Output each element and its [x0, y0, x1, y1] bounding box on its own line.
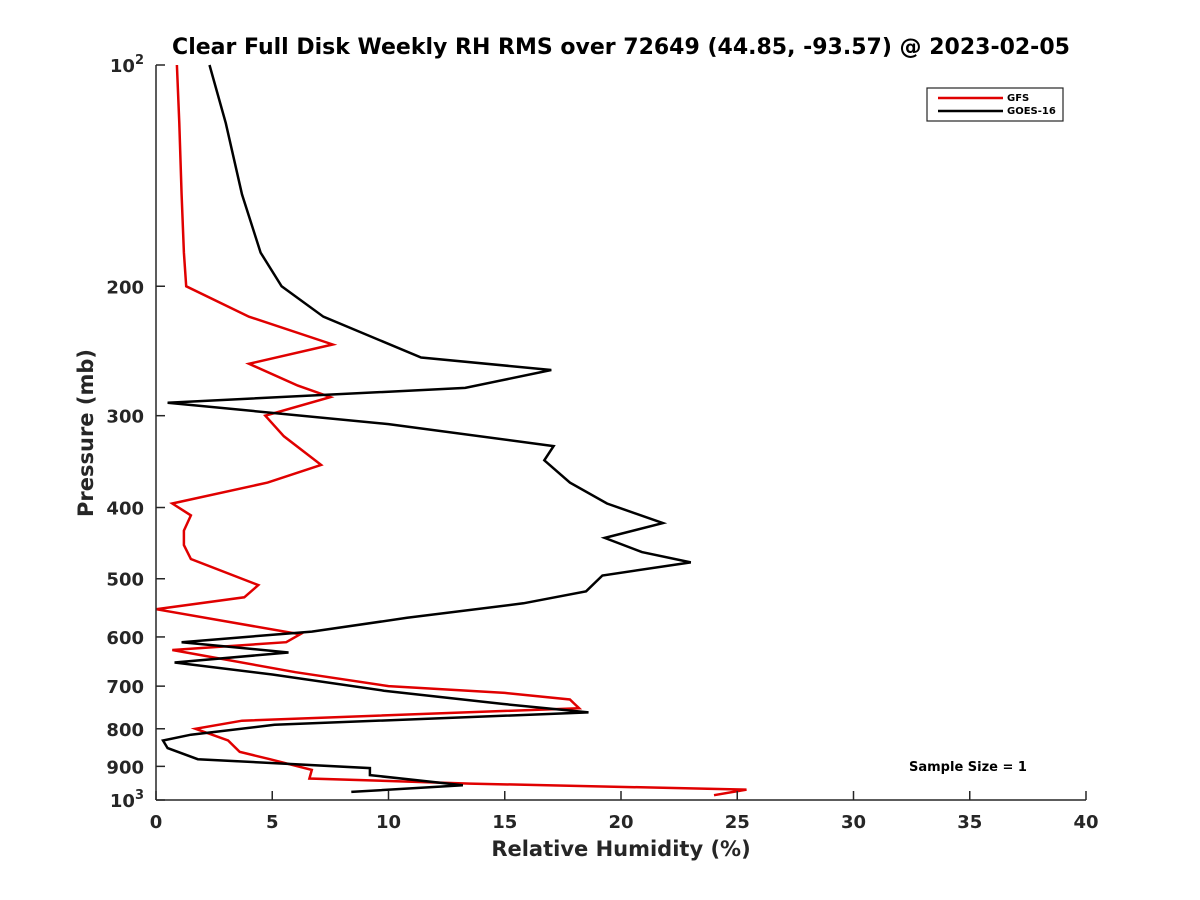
legend: GFS GOES-16: [926, 87, 1064, 122]
y-tick-label-top: 102: [110, 53, 144, 77]
y-axis-label: Pressure (mb): [74, 349, 98, 517]
y-tick-label: 800: [106, 720, 144, 741]
x-tick-label: 10: [376, 812, 401, 833]
legend-label-goes16: GOES-16: [1007, 106, 1056, 117]
chart-title: Clear Full Disk Weekly RH RMS over 72649…: [172, 35, 1070, 60]
series-line-gfs: [155, 64, 747, 797]
x-tick-label: 20: [608, 812, 633, 833]
y-tick-label: 900: [106, 757, 144, 778]
y-tick-label-bottom: 103: [110, 788, 144, 812]
x-tick-label: 25: [725, 812, 750, 833]
x-tick-label: 0: [150, 812, 163, 833]
y-tick-layer: 200 300 400 500 600 700 800 900 102 103: [106, 53, 165, 812]
x-tick-label: 15: [492, 812, 517, 833]
legend-box: [926, 87, 1064, 122]
axes-layer: [155, 65, 1086, 801]
series-layer: [155, 64, 747, 797]
sample-size-annotation: Sample Size = 1: [909, 760, 1027, 775]
x-tick-layer: 0 5 10 15 20 25 30 35 40: [150, 791, 1099, 833]
legend-label-gfs: GFS: [1007, 93, 1029, 104]
y-tick-label: 700: [106, 677, 144, 698]
y-tick-label: 600: [106, 628, 144, 649]
x-tick-label: 30: [841, 812, 866, 833]
y-tick-label: 400: [106, 499, 144, 520]
y-tick-label: 200: [106, 277, 144, 298]
x-tick-label: 40: [1073, 812, 1098, 833]
y-tick-label: 500: [106, 570, 144, 591]
x-tick-label: 35: [957, 812, 982, 833]
y-tick-label: 300: [106, 407, 144, 428]
series-line-goes16: [161, 64, 692, 794]
x-axis-label: Relative Humidity (%): [491, 837, 750, 861]
x-tick-label: 5: [266, 812, 279, 833]
